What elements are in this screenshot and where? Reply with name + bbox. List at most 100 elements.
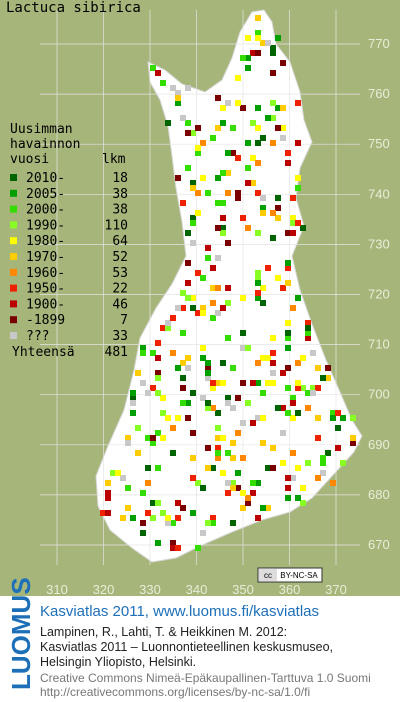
occurrence-dot xyxy=(215,95,221,101)
occurrence-dot xyxy=(285,265,291,271)
occurrence-dot xyxy=(235,190,241,196)
occurrence-dot xyxy=(145,480,151,486)
license: Creative Commons Nimeä-Epäkaupallinen-Ta… xyxy=(40,671,371,699)
occurrence-dot xyxy=(170,315,176,321)
occurrence-dot xyxy=(215,200,221,206)
occurrence-dot xyxy=(240,345,246,351)
occurrence-dot xyxy=(280,105,286,111)
occurrence-dot xyxy=(305,320,311,326)
occurrence-dot xyxy=(255,275,261,281)
occurrence-dot xyxy=(305,460,311,466)
occurrence-dot xyxy=(225,190,231,196)
occurrence-dot xyxy=(320,460,326,466)
occurrence-dot xyxy=(210,380,216,386)
occurrence-dot xyxy=(225,285,231,291)
legend-total-label: Yhteensä xyxy=(12,345,75,360)
occurrence-dot xyxy=(275,275,281,281)
citation-line: Helsingin Yliopisto, Helsinki. xyxy=(40,655,196,669)
occurrence-dot xyxy=(195,545,201,551)
occurrence-dot xyxy=(220,215,226,221)
occurrence-dot xyxy=(230,520,236,526)
occurrence-dot xyxy=(325,450,331,456)
occurrence-dot xyxy=(270,70,276,76)
occurrence-dot xyxy=(350,435,356,441)
occurrence-dot xyxy=(305,405,311,411)
occurrence-dot xyxy=(195,270,201,276)
legend-label: 1980- xyxy=(26,234,65,249)
license-line: Creative Commons Nimeä-Epäkaupallinen-Ta… xyxy=(40,671,371,685)
occurrence-dot xyxy=(260,285,266,291)
occurrence-dot xyxy=(205,520,211,526)
legend-count: 38 xyxy=(112,187,128,202)
legend-swatch xyxy=(10,189,17,197)
occurrence-dot xyxy=(160,435,166,441)
occurrence-dot xyxy=(220,470,226,476)
occurrence-dot xyxy=(155,340,161,346)
occurrence-dot xyxy=(260,40,266,46)
occurrence-dot xyxy=(290,415,296,421)
x-label: 370 xyxy=(325,582,347,597)
occurrence-dot xyxy=(270,465,276,471)
occurrence-dot xyxy=(145,465,151,471)
occurrence-dot xyxy=(185,415,191,421)
occurrence-dot xyxy=(280,405,286,411)
occurrence-dot xyxy=(165,415,171,421)
occurrence-dot xyxy=(180,290,186,296)
occurrence-dot xyxy=(255,415,261,421)
occurrence-dot xyxy=(150,515,156,521)
occurrence-dot xyxy=(205,365,211,371)
occurrence-dot xyxy=(265,505,271,511)
occurrence-dot xyxy=(100,510,106,516)
occurrence-dot xyxy=(280,460,286,466)
occurrence-dot xyxy=(255,380,261,386)
occurrence-dot xyxy=(120,515,126,521)
legend-count: 46 xyxy=(112,297,128,312)
occurrence-dot xyxy=(275,205,281,211)
occurrence-dot xyxy=(235,75,241,81)
occurrence-dot xyxy=(255,270,261,276)
occurrence-dot xyxy=(350,440,356,446)
occurrence-dot xyxy=(155,355,161,361)
occurrence-dot xyxy=(295,495,301,501)
occurrence-dot xyxy=(255,480,261,486)
occurrence-dot xyxy=(215,445,221,451)
occurrence-dot xyxy=(140,345,146,351)
occurrence-dot xyxy=(260,205,266,211)
legend-heading: Uusimman xyxy=(10,122,73,137)
x-label: 360 xyxy=(279,582,301,597)
occurrence-dot xyxy=(295,100,301,106)
occurrence-dot xyxy=(210,315,216,321)
occurrence-dot xyxy=(190,185,196,191)
occurrence-dot xyxy=(275,405,281,411)
occurrence-dot xyxy=(285,385,291,391)
occurrence-dot xyxy=(105,480,111,486)
occurrence-dot xyxy=(145,435,151,441)
occurrence-dot xyxy=(310,390,316,396)
occurrence-dot xyxy=(250,120,256,126)
occurrence-dot xyxy=(120,475,126,481)
occurrence-dot xyxy=(270,370,276,376)
occurrence-dot xyxy=(205,190,211,196)
occurrence-dot xyxy=(260,135,266,141)
occurrence-dot xyxy=(245,345,251,351)
occurrence-dot xyxy=(200,140,206,146)
occurrence-dot xyxy=(190,215,196,221)
legend-swatch xyxy=(10,237,17,245)
occurrence-dot xyxy=(285,495,291,501)
occurrence-dot xyxy=(270,140,276,146)
citation-line: Kasviatlas 2011 – Luonnontieteellinen ke… xyxy=(40,640,333,654)
occurrence-dot xyxy=(245,165,251,171)
occurrence-dot xyxy=(105,510,111,516)
license-badge: cc BY-NC-SA xyxy=(257,567,323,583)
occurrence-dot xyxy=(245,180,251,186)
occurrence-dot xyxy=(205,400,211,406)
occurrence-dot xyxy=(170,520,176,526)
occurrence-dot xyxy=(160,395,166,401)
occurrence-dot xyxy=(175,90,181,96)
citation: Lampinen, R., Lahti, T. & Heikkinen M. 2… xyxy=(40,625,333,669)
occurrence-dot xyxy=(315,385,321,391)
occurrence-dot xyxy=(285,485,291,491)
occurrence-dot xyxy=(335,445,341,451)
occurrence-dot xyxy=(110,470,116,476)
occurrence-dot xyxy=(130,400,136,406)
